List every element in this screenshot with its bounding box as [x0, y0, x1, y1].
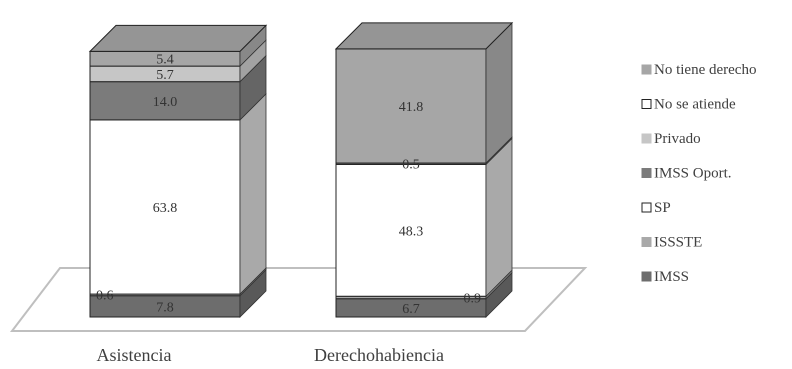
data-label: 63.8: [153, 201, 178, 216]
data-label: 5.4: [156, 53, 174, 68]
bar-side-face: [239, 92, 267, 296]
bar-side-face: [485, 137, 513, 298]
bar-segment-no-tiene-derecho-asistencia: [88, 24, 268, 68]
bar-top-face: [334, 22, 514, 50]
legend-swatch: [641, 133, 652, 144]
legend-label: ISSSTE: [654, 235, 702, 251]
bar-front-face: [335, 163, 487, 297]
legend-item: IMSS: [641, 269, 689, 285]
category-label: Derechohabiencia: [314, 345, 444, 365]
legend-label: No tiene derecho: [654, 62, 756, 78]
legend-swatch: [641, 202, 652, 213]
legend-label: IMSS: [654, 269, 689, 285]
bar-segment-sp-asistencia: [89, 92, 267, 296]
legend-item: No tiene derecho: [641, 62, 756, 78]
legend-item: ISSSTE: [641, 235, 702, 251]
category-labels-group: Asistencia Derechohabiencia: [97, 345, 444, 365]
legend-swatch: [641, 99, 652, 109]
bar-segment-imss-oport--asistencia: [89, 54, 267, 121]
category-label: Asistencia: [97, 345, 172, 365]
data-labels-group: 7.8 0.6 63.8 14.0 5.75.4 6.7 0.9 48.3 0.5 41.8: [96, 53, 481, 317]
data-label: 0.9: [464, 292, 482, 307]
data-label: 0.5: [402, 158, 420, 173]
data-label: 7.8: [156, 300, 174, 315]
data-label: 0.6: [96, 289, 114, 304]
data-label: 48.3: [399, 224, 424, 239]
bar-front-face: [89, 119, 241, 295]
bar-segment-imss-derechohabiencia: [335, 271, 513, 318]
legend-item: Privado: [641, 131, 701, 147]
legend: No tiene derecho No se atiende Privado IMSS…: [641, 62, 756, 285]
bars-group: [88, 21, 514, 318]
data-label: 41.8: [399, 100, 424, 115]
bar-front-face: [335, 48, 487, 164]
legend-swatch: [641, 168, 652, 178]
bar-segment-sp-derechohabiencia: [335, 137, 513, 298]
data-label: 5.7: [156, 68, 174, 83]
legend-swatch: [641, 237, 652, 247]
legend-swatch: [641, 271, 652, 282]
bar-top-face: [88, 24, 268, 52]
bar-segment-no-tiene-derecho-derechohabiencia: [334, 21, 514, 164]
legend-swatch: [641, 64, 652, 75]
legend-item: No se atiende: [641, 97, 736, 113]
legend-label: IMSS Oport.: [654, 166, 732, 182]
data-label: 14.0: [153, 95, 178, 110]
legend-item: IMSS Oport.: [641, 166, 732, 182]
data-label: 6.7: [402, 302, 420, 317]
legend-item: SP: [641, 200, 671, 216]
legend-label: No se atiende: [654, 97, 736, 113]
legend-label: SP: [654, 200, 671, 216]
legend-label: Privado: [654, 131, 701, 147]
